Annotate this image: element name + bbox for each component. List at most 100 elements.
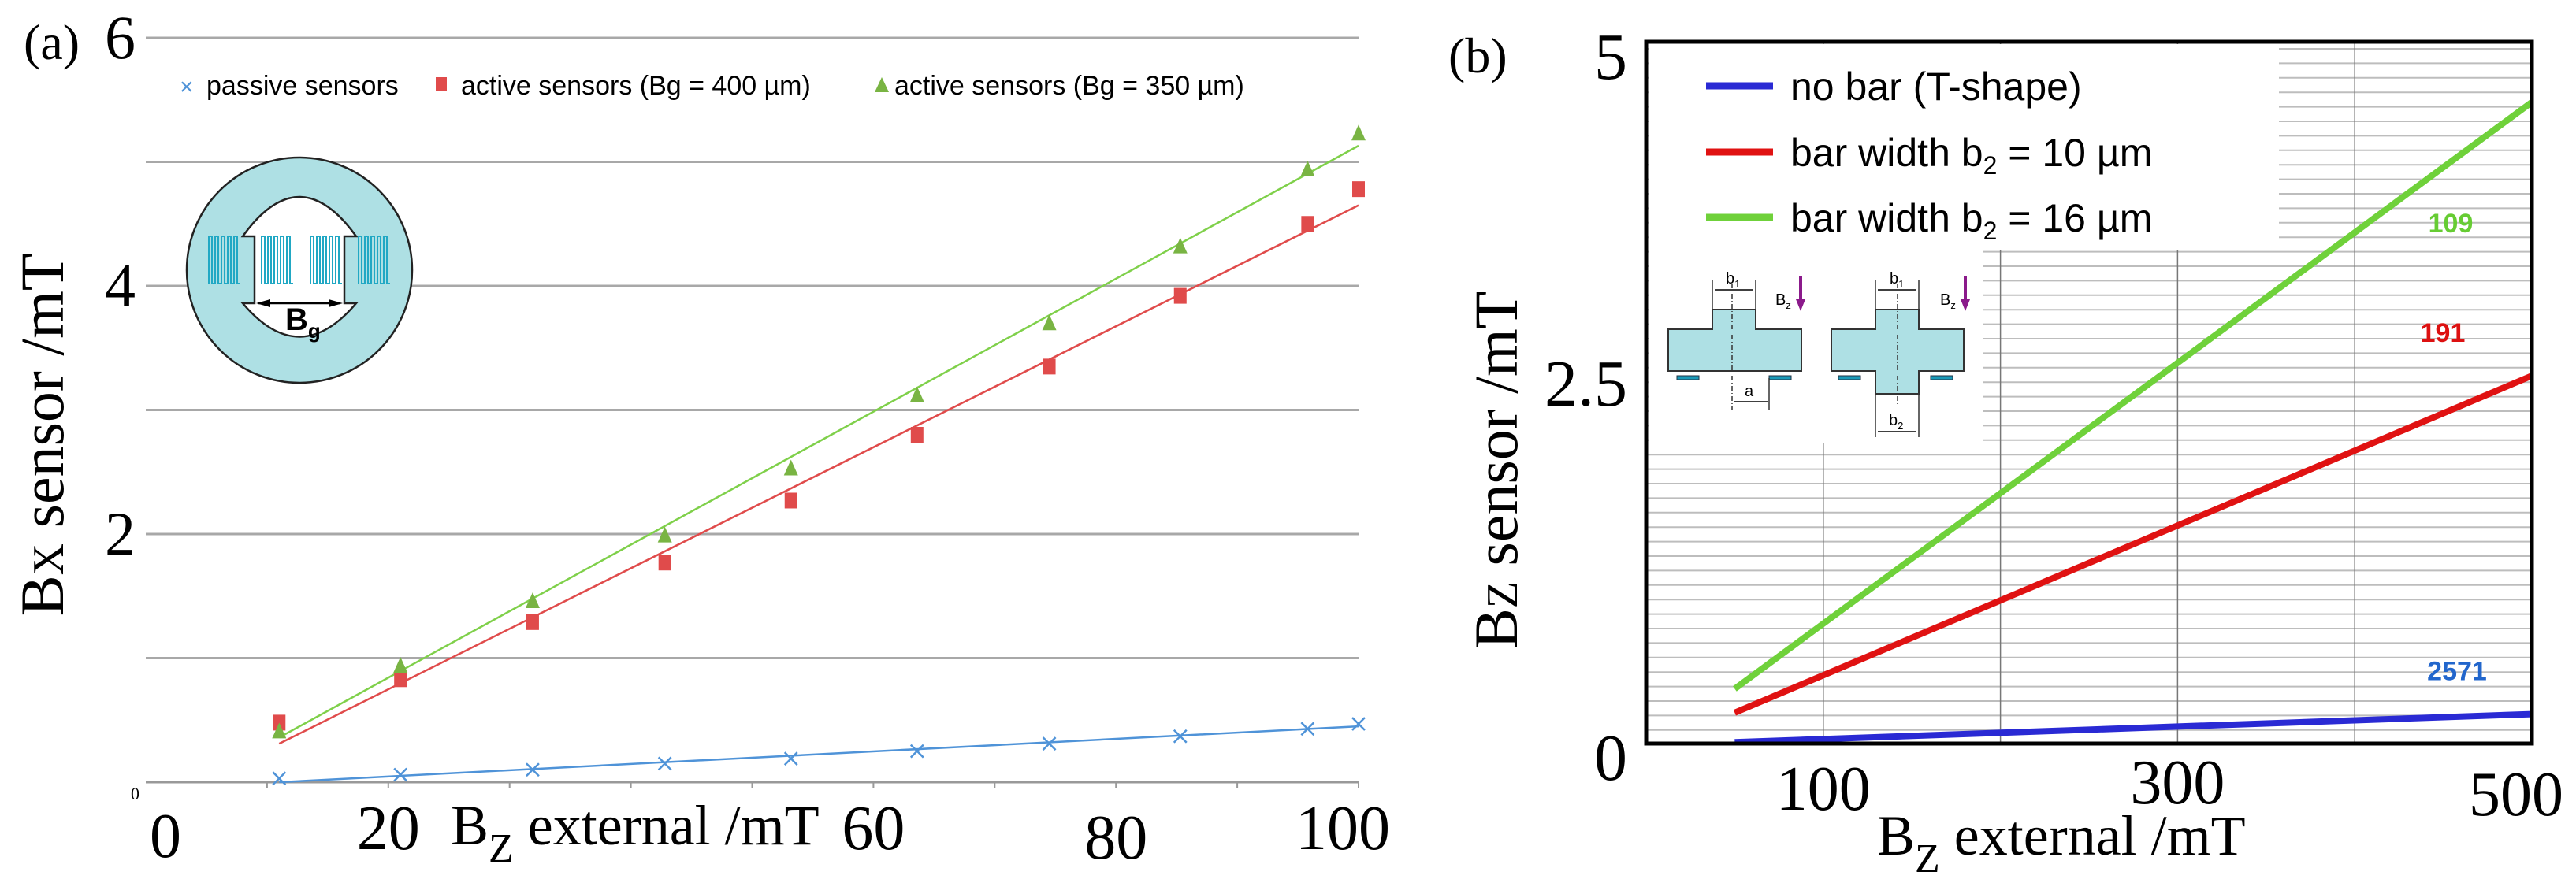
x-stroke [526,762,540,777]
x-stroke [272,771,287,786]
x-tick-label-a: 60 [842,794,905,863]
legend-triangle-marker-icon [875,77,889,92]
data-point-active-400 [526,614,539,630]
x-tick-label-a: 20 [357,794,420,863]
x-tick-label-a: 100 [1295,794,1390,863]
panel-a: (a) × passive sensors active sensors (Bg… [8,3,1390,873]
bz-arrow-icon [1961,299,1970,311]
fit-line-2 [278,144,1359,739]
y-tick-label-a: 4 [105,251,136,320]
legend-label-bar-10: bar width b2 = 10 µm [1790,131,2152,180]
y-tick-label-b: 0 [1594,722,1627,795]
b1-label: b1 [1726,270,1740,290]
end-label-1: 191 [2421,318,2466,348]
bg-label: Bg [285,302,321,343]
meander-sensor-icon [261,236,293,284]
y-axis-title-a: BX sensor /mT [8,254,76,617]
ticks-b: 5 2.5 0 100 300 500 [1544,20,2563,829]
panel-label-b: (b) [1448,28,1507,83]
data-point-passive [783,751,798,766]
data-point-passive [909,744,924,759]
x-stroke [783,751,798,766]
y-tick-label-b: 2.5 [1544,347,1627,421]
sensor-ring-inset: Bg [185,156,414,384]
series-line-2 [1733,99,2534,692]
data-point-active-350 [1300,160,1315,176]
data-point-active-400 [1173,287,1187,304]
x-tick-label-b: 100 [1776,755,1871,824]
lines-b: 2571 191 109 [1733,99,2534,746]
data-point-active-400 [1352,181,1365,198]
x-stroke [657,756,672,771]
data-point-passive [1351,717,1366,731]
data-point-passive [1042,736,1057,751]
fit-lines-a [278,144,1359,784]
t-shape-inset: b1 a Bz b1 b2 Bz [1667,270,1970,437]
markers-a [272,124,1366,786]
panel-label-a: (a) [24,14,80,70]
legend-label-active-350: active sensors (Bg = 350 µm) [894,71,1244,101]
data-point-active-350 [1173,237,1188,254]
plot-frame-b [1644,39,2534,746]
data-point-passive [1173,729,1188,744]
x-axis-title-b: BZ external /mT [1877,804,2246,881]
legend-a: × passive sensors active sensors (Bg = 4… [180,71,1244,101]
data-point-passive [393,767,408,782]
data-point-active-350 [272,722,287,739]
x-tick-label-b: 500 [2469,760,2563,829]
data-point-passive [1300,722,1315,736]
data-point-active-350 [1042,314,1057,331]
x-tick-label-a: 0 [150,802,181,871]
data-point-passive [526,762,540,777]
data-point-active-350 [657,526,672,543]
data-point-active-350 [783,459,798,476]
x-tick-label-b: 300 [2130,748,2225,818]
b1-label-cross: b1 [1890,270,1904,290]
y-tick-label-a: 2 [105,499,136,568]
x-stroke [1300,722,1315,736]
data-point-active-350 [525,592,540,609]
legend-label-no-bar: no bar (T-shape) [1790,65,2082,109]
data-point-passive [657,756,672,771]
data-point-active-350 [393,656,408,673]
data-point-active-400 [1301,216,1314,232]
x-stroke [1351,717,1366,731]
data-point-active-400 [394,671,407,688]
data-point-active-400 [658,555,671,571]
x-stroke [1173,729,1188,744]
data-point-active-400 [910,427,924,443]
legend-square-marker-icon [436,77,447,91]
end-label-0: 2571 [2427,657,2487,687]
data-point-active-350 [1351,124,1366,141]
x-tick-label-a: 80 [1084,803,1147,873]
x-stroke [393,767,408,782]
legend-b: no bar (T-shape) bar width b2 = 10 µm ba… [1706,65,2152,245]
meander-sensor-icon [208,236,240,284]
y-tick-label-a: 6 [105,3,136,72]
b2-label: b2 [1889,412,1903,432]
panel-b: (b) no bar (T-shape) bar width b2 = 10 µ… [1448,20,2563,881]
y-axis-title-b: BZ sensor /mT [1462,291,1530,650]
bz-label-1: Bz [1775,291,1791,311]
bz-arrow-icon [1796,299,1805,311]
meander-sensor-icon [358,236,390,284]
legend-label-bar-16: bar width b2 = 16 µm [1790,196,2152,245]
meander-sensor-icon [310,236,342,284]
legend-label-passive: passive sensors [206,71,399,101]
y-tick-label-b: 5 [1594,20,1627,94]
fit-line-0 [279,725,1359,784]
series-line-1 [1733,373,2533,716]
data-point-active-400 [784,492,797,509]
x-stroke [1042,736,1057,751]
x-axis-title-a: BZ external /mT [451,794,820,871]
series-line-0 [1734,710,2533,746]
bz-label-2: Bz [1940,291,1956,311]
legend-x-marker-icon: × [180,74,194,100]
x-stroke [909,744,924,759]
data-point-active-400 [273,714,286,731]
origin-label-a: 0 [131,784,139,803]
data-point-active-400 [1043,358,1056,375]
data-point-active-350 [909,386,924,402]
